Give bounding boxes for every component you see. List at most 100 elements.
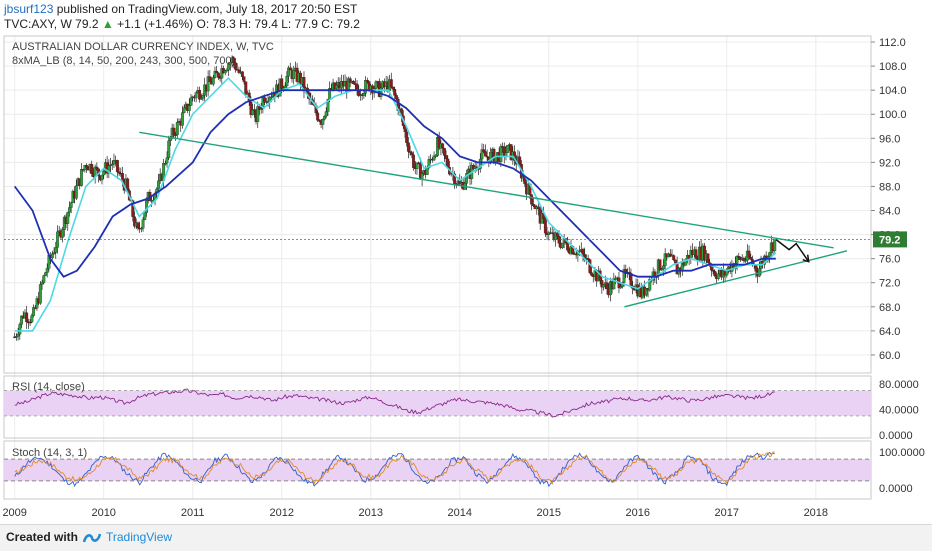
candle-body — [537, 206, 540, 209]
candle-body — [316, 112, 320, 121]
candle-body — [167, 140, 171, 159]
candle-body — [234, 62, 237, 70]
candle-body — [441, 143, 445, 149]
candle-body — [744, 260, 748, 262]
candle-body — [543, 218, 547, 234]
candle-body — [425, 167, 429, 175]
author-link[interactable]: jbsurf123 — [4, 2, 54, 16]
candle-body — [415, 162, 419, 170]
y-tick-label: 88.0 — [879, 181, 900, 193]
change-value: +1.1 (+1.46%) — [117, 17, 194, 31]
candle-body — [393, 89, 397, 96]
candle-body — [194, 92, 198, 99]
y-tick-label: 76.0 — [879, 254, 900, 266]
candle-body — [602, 284, 605, 288]
candle-body — [199, 98, 203, 100]
candle-body — [600, 280, 604, 288]
candle-body — [182, 107, 186, 113]
candle-body — [201, 95, 205, 99]
chart-area[interactable]: AUSTRALIAN DOLLAR CURRENCY INDEX, W, TVC… — [0, 34, 932, 524]
created-with-label: Created with — [6, 530, 79, 544]
rsi-line — [14, 388, 775, 418]
candle-body — [256, 106, 260, 122]
x-tick-label: 2010 — [91, 507, 115, 519]
candle-body — [139, 227, 143, 230]
candle-body — [61, 229, 65, 238]
y-tick-label: 112.0 — [879, 37, 906, 49]
candle-body — [668, 253, 672, 257]
candle-body — [773, 239, 777, 252]
x-tick-label: 2013 — [358, 507, 382, 519]
candle-body — [35, 298, 39, 309]
candle-body — [251, 109, 255, 115]
candle-body — [506, 145, 510, 153]
x-tick-label: 2009 — [2, 507, 26, 519]
y-tick-label: 100.0 — [879, 109, 907, 121]
candle-body — [259, 108, 263, 110]
candle-body — [348, 78, 352, 83]
tradingview-brand-link[interactable]: TradingView — [106, 530, 173, 544]
candle-body — [126, 178, 130, 191]
candle-body — [283, 85, 287, 88]
candle-body — [110, 163, 114, 166]
candle-body — [225, 69, 229, 72]
candle-body — [102, 171, 106, 176]
candle-body — [280, 78, 284, 89]
candle-body — [323, 115, 326, 120]
y-tick-label: 60.0 — [879, 350, 900, 362]
candle-body — [410, 152, 414, 156]
candle-body — [38, 284, 42, 304]
candle-body — [74, 185, 78, 199]
candle-body — [733, 262, 737, 269]
candle-body — [403, 125, 407, 132]
x-tick-label: 2015 — [537, 507, 561, 519]
candle-body — [747, 250, 751, 258]
candle-body — [605, 282, 609, 289]
candle-body — [566, 242, 570, 251]
candle-body — [480, 149, 484, 160]
candle-body — [50, 253, 54, 258]
candle-body — [232, 57, 236, 63]
candle-body — [215, 70, 219, 74]
candle-body — [32, 307, 35, 316]
candle-body — [18, 324, 22, 335]
candle-body — [180, 112, 184, 126]
main-pane — [3, 35, 872, 374]
y-tick-label: 84.0 — [879, 206, 900, 218]
y-tick-label: 68.0 — [879, 302, 900, 314]
candle-body — [590, 272, 594, 276]
y-tick-label: 64.0 — [879, 326, 900, 338]
candle-body — [335, 85, 338, 89]
ma-indicator-label: 8xMA_LB (8, 14, 50, 200, 243, 300, 500, … — [12, 55, 235, 67]
candle-body — [374, 81, 378, 89]
candle-body — [483, 151, 487, 157]
candle-body — [44, 272, 47, 276]
candle-body — [187, 105, 191, 111]
trendline — [624, 250, 848, 308]
candle-body — [619, 286, 623, 289]
candle-body — [648, 279, 652, 291]
candle-body — [252, 109, 256, 111]
candle-body — [362, 93, 366, 96]
y-tick-label: 72.0 — [879, 278, 900, 290]
candle-body — [530, 194, 534, 205]
y-tick-label: 96.0 — [879, 133, 900, 145]
candle-body — [768, 252, 772, 257]
stoch-band — [4, 459, 871, 481]
candle-body — [227, 64, 231, 71]
candle-body — [85, 165, 89, 168]
y-tick-label: 104.0 — [879, 85, 907, 97]
candle-body — [240, 71, 244, 77]
candle-body — [117, 171, 121, 174]
stoch-d-line — [14, 451, 775, 485]
candle-body — [16, 334, 20, 337]
rsi-y-tick-label: 0.0000 — [879, 430, 913, 442]
candle-body — [30, 315, 34, 323]
x-tick-label: 2017 — [715, 507, 739, 519]
candle-body — [658, 259, 662, 270]
last-price-badge — [873, 231, 907, 248]
candle-body — [365, 80, 369, 82]
candle-body — [100, 174, 104, 181]
candle-body — [52, 252, 56, 255]
last-price-label: 79.2 — [879, 234, 900, 246]
